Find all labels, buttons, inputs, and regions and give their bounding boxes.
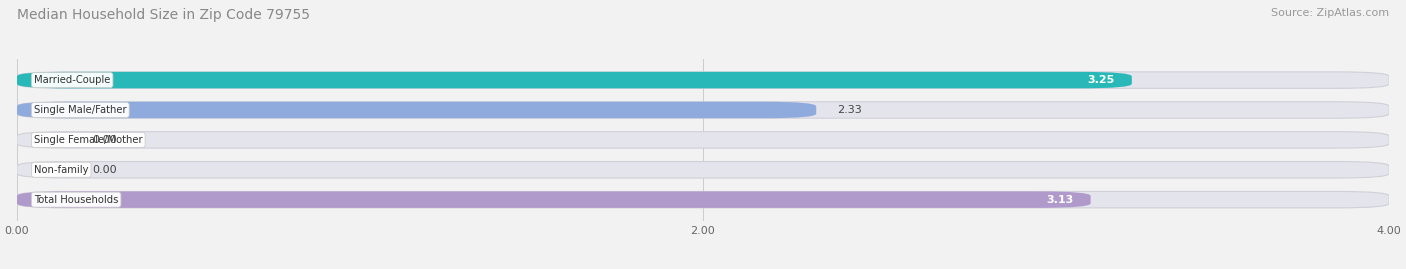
Text: Source: ZipAtlas.com: Source: ZipAtlas.com bbox=[1271, 8, 1389, 18]
Text: 3.25: 3.25 bbox=[1087, 75, 1115, 85]
FancyBboxPatch shape bbox=[17, 72, 1389, 88]
Text: Total Households: Total Households bbox=[34, 195, 118, 205]
FancyBboxPatch shape bbox=[17, 102, 1389, 118]
FancyBboxPatch shape bbox=[17, 72, 1132, 88]
Text: 2.33: 2.33 bbox=[837, 105, 862, 115]
Text: Married-Couple: Married-Couple bbox=[34, 75, 111, 85]
Text: 3.13: 3.13 bbox=[1046, 195, 1074, 205]
FancyBboxPatch shape bbox=[17, 162, 1389, 178]
FancyBboxPatch shape bbox=[17, 132, 1389, 148]
Text: Single Female/Mother: Single Female/Mother bbox=[34, 135, 142, 145]
Text: 0.00: 0.00 bbox=[93, 165, 117, 175]
Text: 0.00: 0.00 bbox=[93, 135, 117, 145]
FancyBboxPatch shape bbox=[17, 102, 817, 118]
Text: Single Male/Father: Single Male/Father bbox=[34, 105, 127, 115]
Text: Median Household Size in Zip Code 79755: Median Household Size in Zip Code 79755 bbox=[17, 8, 309, 22]
FancyBboxPatch shape bbox=[17, 192, 1389, 208]
FancyBboxPatch shape bbox=[17, 192, 1091, 208]
Text: Non-family: Non-family bbox=[34, 165, 89, 175]
